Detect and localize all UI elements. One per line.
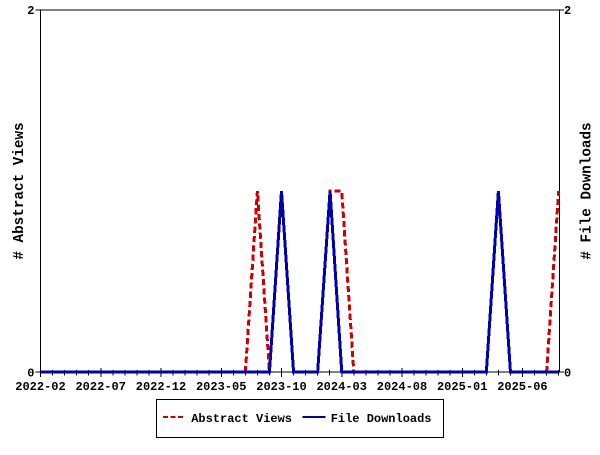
svg-text:2025-01: 2025-01 <box>437 380 487 394</box>
svg-text:0: 0 <box>27 367 34 381</box>
svg-text:2025-06: 2025-06 <box>497 380 547 394</box>
svg-text:2023-05: 2023-05 <box>196 380 246 394</box>
svg-text:2022-07: 2022-07 <box>75 380 125 394</box>
svg-text:2022-12: 2022-12 <box>136 380 186 394</box>
svg-text:2: 2 <box>27 4 34 18</box>
svg-text:2022-02: 2022-02 <box>15 380 65 394</box>
svg-text:Abstract Views: Abstract Views <box>191 412 292 426</box>
svg-text:File Downloads: File Downloads <box>331 412 432 426</box>
svg-text:# Abstract Views: # Abstract Views <box>12 122 28 259</box>
svg-text:2024-03: 2024-03 <box>316 380 366 394</box>
svg-text:2023-10: 2023-10 <box>256 380 306 394</box>
svg-text:0: 0 <box>564 367 571 381</box>
svg-text:# File Downloads: # File Downloads <box>580 122 596 259</box>
svg-text:2024-08: 2024-08 <box>377 380 427 394</box>
svg-text:2: 2 <box>564 4 571 18</box>
